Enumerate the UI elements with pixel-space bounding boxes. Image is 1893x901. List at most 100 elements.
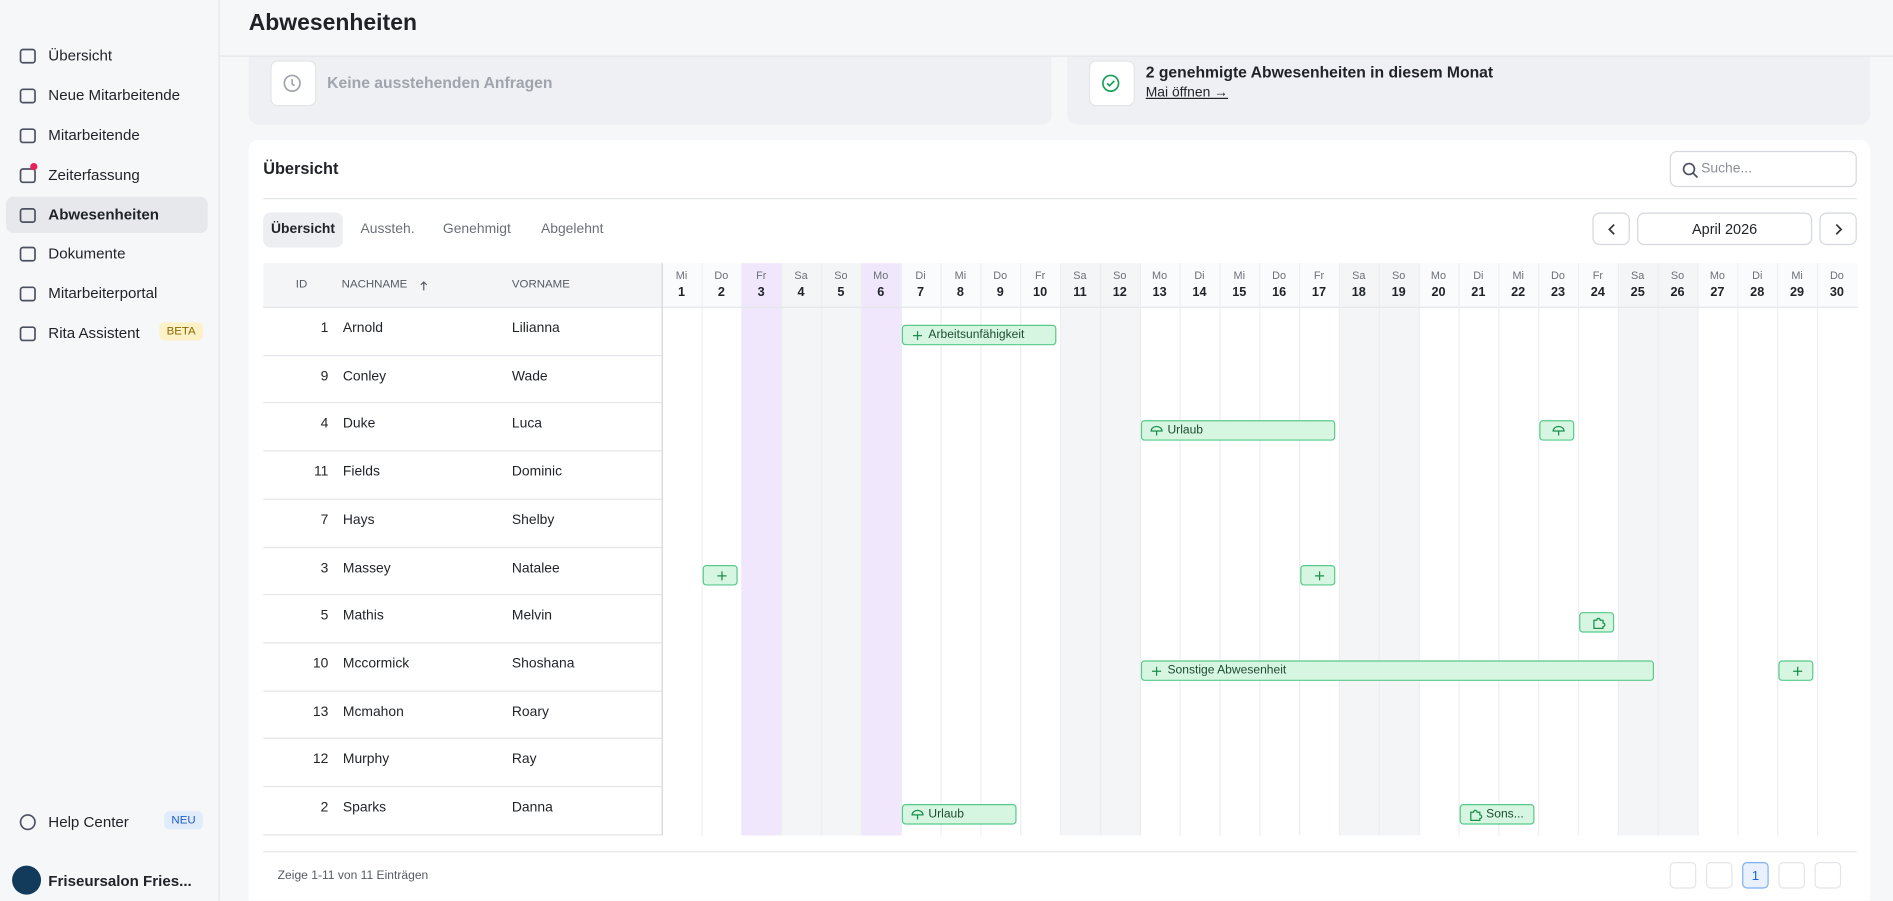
cell-first-name: Wade xyxy=(511,369,548,384)
absence-bar[interactable] xyxy=(1778,660,1814,681)
pagination-button[interactable] xyxy=(1705,862,1733,889)
weekday: Fr xyxy=(756,269,767,282)
weekday: Fr xyxy=(1034,269,1046,282)
weekday: Mi xyxy=(1512,269,1524,282)
day-header xyxy=(1737,263,1779,308)
day-number: 24 xyxy=(1590,284,1605,300)
cell-last-name: Murphy xyxy=(342,752,390,767)
absence-bar[interactable]: Sonstige Abwesenheit xyxy=(1140,660,1655,681)
weekday: Mo xyxy=(1430,269,1447,282)
search-box[interactable]: Suche... xyxy=(1669,150,1857,188)
absence-bar[interactable]: Urlaub xyxy=(1140,420,1336,442)
overview-panel: Übersicht Suche... Übersicht Aussteh. Genehm… xyxy=(248,140,1871,901)
pagination-button[interactable]: 1 xyxy=(1742,862,1769,889)
cell-id: 3 xyxy=(320,560,329,576)
day-header xyxy=(701,263,743,308)
absence-bar[interactable] xyxy=(1539,420,1575,442)
icon xyxy=(18,205,37,224)
icon xyxy=(18,46,37,65)
day-number: 23 xyxy=(1550,284,1566,300)
absence-bar[interactable] xyxy=(702,564,738,585)
icon-svg xyxy=(19,88,36,104)
nav-item[interactable]: Mitarbeitende xyxy=(6,117,208,153)
icon xyxy=(18,324,37,343)
nav-item[interactable]: Rita Assistent BETA xyxy=(6,315,208,351)
nav-item[interactable]: Abwesenheiten xyxy=(6,196,208,234)
tab[interactable]: Abgelehnt xyxy=(529,212,616,247)
month-nav-button[interactable] xyxy=(1819,212,1857,246)
pagination-button[interactable] xyxy=(1669,862,1697,889)
weekday: Sa xyxy=(1631,269,1645,282)
absence-bar[interactable] xyxy=(1579,612,1615,633)
nav-item[interactable]: Übersicht xyxy=(6,37,208,73)
nav-item[interactable]: Neue Mitarbeitende xyxy=(6,77,208,113)
weekday: Di xyxy=(1752,269,1763,282)
day-column xyxy=(900,306,942,836)
weekday: Mo xyxy=(1152,269,1168,282)
icon-svg xyxy=(19,814,36,831)
weekday: Do xyxy=(993,269,1008,282)
weekday: Di xyxy=(1194,269,1205,282)
month-nav-button[interactable] xyxy=(1592,212,1630,246)
day-column xyxy=(980,306,1021,836)
icon xyxy=(18,813,37,832)
weekday: Mi xyxy=(1791,269,1803,282)
absence-bar[interactable]: Urlaub xyxy=(901,804,1017,825)
weekday: So xyxy=(834,269,848,282)
absence-bar[interactable] xyxy=(1300,564,1336,585)
cell-first-name: Natalee xyxy=(511,560,560,576)
icon-svg xyxy=(1592,618,1605,630)
day-number: 8 xyxy=(956,284,964,300)
nav-item[interactable]: Zeiterfassung xyxy=(6,157,208,193)
month-box[interactable]: April 2026 xyxy=(1637,212,1813,246)
absence-bar[interactable]: Sons... xyxy=(1459,804,1535,825)
nav-label: Mitarbeiterportal xyxy=(48,284,158,302)
cell-last-name: Mcmahon xyxy=(342,704,404,720)
day-number: 21 xyxy=(1471,284,1486,300)
day-column xyxy=(860,306,902,836)
card-text: Keine ausstehenden Anfragen xyxy=(327,73,553,92)
day-number: 29 xyxy=(1790,284,1805,300)
day-number: 6 xyxy=(877,284,885,300)
day-column xyxy=(1657,306,1699,836)
row-border xyxy=(263,546,662,548)
day-column xyxy=(1816,306,1858,836)
column-header: NACHNAME xyxy=(341,277,408,291)
absence-label: Arbeitsunfähigkeit xyxy=(928,328,1025,342)
grid-separator xyxy=(661,263,663,836)
card-link[interactable]: Mai öffnen → xyxy=(1145,85,1229,101)
icon xyxy=(910,328,924,342)
tab[interactable]: Genehmigt xyxy=(433,212,520,247)
icon xyxy=(1468,808,1483,822)
day-header xyxy=(1657,263,1699,308)
weekday: So xyxy=(1670,269,1685,282)
day-number: 27 xyxy=(1710,284,1725,300)
help-center[interactable]: Help Center NEU xyxy=(6,804,208,840)
cell-id: 4 xyxy=(320,416,329,432)
cell-last-name: Mccormick xyxy=(342,656,410,672)
absence-bar[interactable]: Arbeitsunfähigkeit xyxy=(901,324,1057,346)
day-column xyxy=(1099,306,1141,836)
company-switcher[interactable]: Friseursalon Fries... xyxy=(6,862,208,898)
cell-id: 1 xyxy=(320,321,329,336)
nav-item[interactable]: Dokumente xyxy=(6,235,208,271)
tab[interactable]: Aussteh. xyxy=(350,212,425,247)
pagination-button[interactable] xyxy=(1814,862,1842,889)
day-header xyxy=(1378,263,1420,308)
day-column xyxy=(781,306,823,836)
day-number: 9 xyxy=(996,284,1004,300)
row-border xyxy=(263,833,662,836)
icon xyxy=(1101,74,1120,93)
icon-svg xyxy=(19,128,36,144)
pagination-button[interactable] xyxy=(1778,862,1805,889)
icon-svg xyxy=(1792,666,1802,676)
weekday: So xyxy=(1113,269,1127,282)
weekday: Mo xyxy=(1709,269,1725,282)
tab[interactable]: Übersicht xyxy=(263,212,343,248)
cell-id: 9 xyxy=(320,369,329,384)
cell-last-name: Fields xyxy=(342,464,380,480)
nav-item[interactable]: Mitarbeiterportal xyxy=(6,275,208,311)
page-title: Abwesenheiten xyxy=(248,10,417,37)
day-column xyxy=(1737,306,1778,836)
footer-text: Zeige 1-11 von 11 Einträgen xyxy=(277,869,429,883)
